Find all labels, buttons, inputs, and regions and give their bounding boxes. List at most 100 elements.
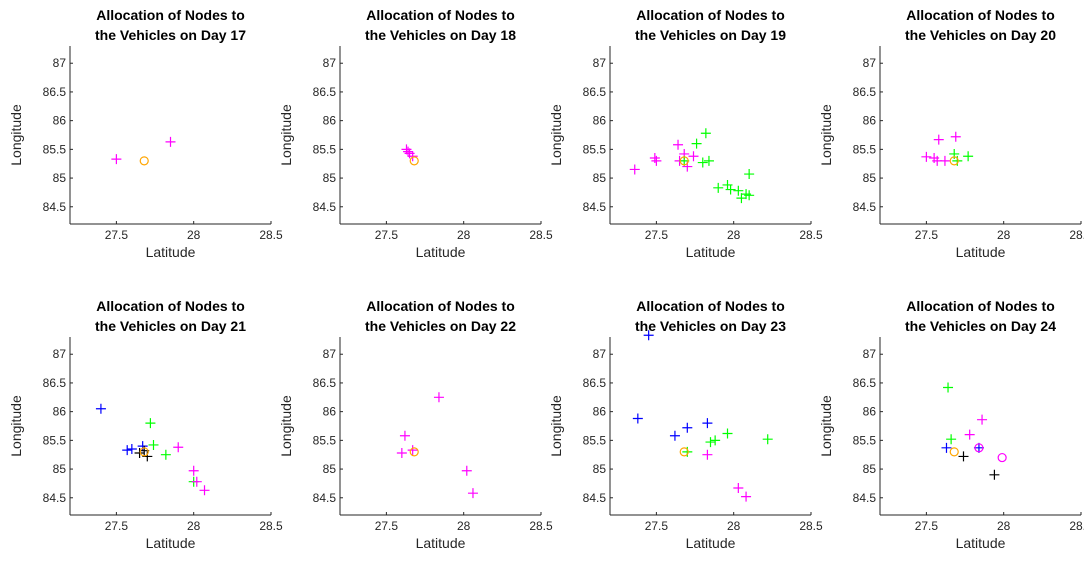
plus-marker bbox=[467, 488, 478, 499]
y-tick-label: 86.5 bbox=[583, 85, 607, 99]
y-tick-label: 85.5 bbox=[313, 433, 337, 447]
subplot-title-line: Allocation of Nodes to bbox=[636, 7, 785, 23]
subplot-7: Allocation of Nodes to the Vehicles on Da… bbox=[548, 298, 823, 551]
x-tick-label: 28 bbox=[727, 519, 741, 533]
y-tick-label: 85 bbox=[863, 462, 877, 476]
plus-marker bbox=[722, 428, 733, 439]
y-tick-label: 85.5 bbox=[853, 433, 877, 447]
plus-marker bbox=[649, 152, 660, 163]
x-tick-label: 28 bbox=[997, 519, 1011, 533]
plus-marker bbox=[399, 430, 410, 441]
y-tick-label: 85 bbox=[593, 462, 607, 476]
y-tick-label: 84.5 bbox=[313, 491, 337, 505]
plus-marker bbox=[688, 151, 699, 162]
plus-marker bbox=[744, 169, 755, 180]
x-axis-label: Latitude bbox=[956, 244, 1006, 260]
subplot-title-line: Allocation of Nodes to bbox=[366, 298, 515, 314]
subplot-title-line: Allocation of Nodes to bbox=[366, 7, 515, 23]
plus-marker bbox=[160, 449, 171, 460]
subplot-title-line: the Vehicles on Day 18 bbox=[365, 27, 516, 43]
y-tick-label: 87 bbox=[863, 56, 877, 70]
x-axis-label: Latitude bbox=[956, 535, 1006, 551]
y-tick-label: 87 bbox=[593, 347, 607, 361]
subplot-5: Allocation of Nodes to the Vehicles on Da… bbox=[8, 298, 283, 551]
subplot-title-line: the Vehicles on Day 23 bbox=[635, 318, 786, 334]
plus-marker bbox=[933, 134, 944, 145]
x-tick-label: 27.5 bbox=[105, 519, 129, 533]
y-tick-label: 86 bbox=[53, 405, 67, 419]
plus-marker bbox=[977, 414, 988, 425]
x-tick-label: 28 bbox=[187, 519, 201, 533]
y-tick-label: 85.5 bbox=[43, 433, 67, 447]
y-tick-label: 85.5 bbox=[43, 142, 67, 156]
x-axis-label: Latitude bbox=[416, 535, 466, 551]
plus-marker bbox=[461, 465, 472, 476]
x-tick-label: 27.5 bbox=[105, 228, 129, 242]
y-tick-label: 87 bbox=[323, 56, 337, 70]
y-axis-label: Longitude bbox=[818, 104, 834, 166]
plus-marker bbox=[702, 449, 713, 460]
subplot-title-line: the Vehicles on Day 20 bbox=[905, 27, 1056, 43]
plus-marker bbox=[643, 330, 654, 341]
x-tick-label: 27.5 bbox=[375, 519, 399, 533]
circle-marker bbox=[139, 156, 149, 166]
y-tick-label: 84.5 bbox=[43, 491, 67, 505]
y-axis-label: Longitude bbox=[8, 104, 24, 166]
plus-marker bbox=[733, 185, 744, 196]
x-axis-label: Latitude bbox=[416, 244, 466, 260]
y-tick-label: 84.5 bbox=[313, 200, 337, 214]
y-tick-label: 86 bbox=[323, 114, 337, 128]
y-axis-label: Longitude bbox=[548, 104, 564, 166]
x-tick-label: 28.5 bbox=[259, 228, 283, 242]
plus-marker bbox=[941, 442, 952, 453]
y-tick-label: 85.5 bbox=[313, 142, 337, 156]
plus-marker bbox=[407, 151, 418, 162]
y-tick-label: 86 bbox=[863, 114, 877, 128]
plus-marker bbox=[989, 469, 1000, 480]
subplot-title-line: the Vehicles on Day 17 bbox=[95, 27, 246, 43]
x-axis-label: Latitude bbox=[146, 535, 196, 551]
circle-marker bbox=[949, 447, 959, 457]
plus-marker bbox=[651, 155, 662, 166]
plus-marker bbox=[134, 447, 145, 458]
y-tick-label: 85 bbox=[53, 171, 67, 185]
y-tick-label: 87 bbox=[53, 347, 67, 361]
x-tick-label: 28 bbox=[187, 228, 201, 242]
x-tick-label: 28.5 bbox=[799, 228, 823, 242]
plus-marker bbox=[396, 447, 407, 458]
x-axis-label: Latitude bbox=[686, 535, 736, 551]
plus-marker bbox=[433, 392, 444, 403]
plus-marker bbox=[703, 155, 714, 166]
subplot-8: Allocation of Nodes to the Vehicles on Da… bbox=[818, 298, 1084, 551]
plus-marker bbox=[733, 483, 744, 494]
subplot-title-line: the Vehicles on Day 22 bbox=[365, 318, 516, 334]
x-tick-label: 28 bbox=[457, 519, 471, 533]
plus-marker bbox=[165, 136, 176, 147]
subplot-2: Allocation of Nodes to the Vehicles on Da… bbox=[278, 7, 553, 260]
y-tick-label: 86 bbox=[53, 114, 67, 128]
plus-marker bbox=[950, 131, 961, 142]
y-axis-label: Longitude bbox=[818, 395, 834, 457]
subplot-title-line: Allocation of Nodes to bbox=[906, 298, 1055, 314]
plus-marker bbox=[710, 435, 721, 446]
y-tick-label: 85 bbox=[593, 171, 607, 185]
plus-marker bbox=[702, 418, 713, 429]
circle-marker bbox=[409, 447, 419, 457]
plus-marker bbox=[964, 429, 975, 440]
plus-marker bbox=[122, 445, 133, 456]
subplot-4: Allocation of Nodes to the Vehicles on Da… bbox=[818, 7, 1084, 260]
plus-marker bbox=[407, 445, 418, 456]
circle-marker bbox=[679, 156, 689, 166]
x-axis-label: Latitude bbox=[146, 244, 196, 260]
y-tick-label: 86.5 bbox=[853, 85, 877, 99]
plus-marker bbox=[673, 139, 684, 150]
plus-marker bbox=[700, 128, 711, 139]
plus-marker bbox=[95, 403, 106, 414]
plus-marker bbox=[725, 184, 736, 195]
subplot-title-line: the Vehicles on Day 24 bbox=[905, 318, 1056, 334]
y-tick-label: 86 bbox=[593, 114, 607, 128]
circle-marker bbox=[409, 156, 419, 166]
y-tick-label: 85.5 bbox=[583, 142, 607, 156]
circle-marker bbox=[949, 156, 959, 166]
